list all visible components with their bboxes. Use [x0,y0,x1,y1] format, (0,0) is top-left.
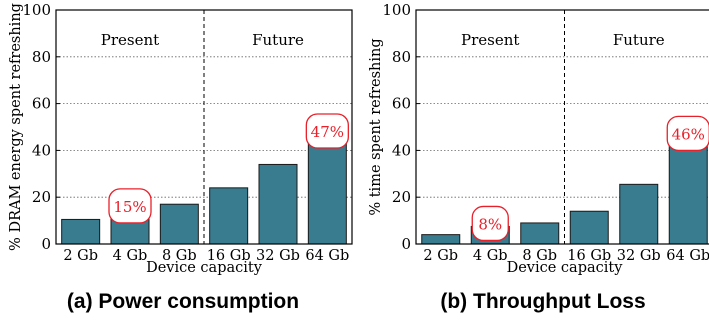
y-tick-label: 60 [32,95,51,113]
x-tick-label: 4 Gb [473,248,508,264]
x-tick-label: 16 Gb [567,248,611,264]
region-label-present: Present [461,31,519,49]
y-tick-label: 60 [392,95,411,113]
x-tick-label: 64 Gb [666,248,709,264]
x-axis-label: Device capacity [146,260,263,276]
y-tick-label: 40 [32,141,51,159]
bar [61,218,101,245]
bar [307,133,347,245]
callout-box [471,205,509,242]
x-tick-label: 8 Gb [162,248,197,264]
x-tick-label: 32 Gb [256,248,300,264]
region-label-present: Present [101,31,159,49]
bar [258,163,298,245]
plot-frame [415,9,709,245]
bar [209,187,249,245]
y-axis-label: % DRAM energy spent refreshing [8,3,24,251]
plot-frame [55,9,353,245]
panel-caption: (a) Power consumption [67,290,299,313]
x-tick-label: 8 Gb [522,248,557,264]
callout-label: 15% [113,198,146,216]
y-tick-label: 80 [32,48,51,66]
panel-caption: (b) Throughput Loss [440,290,645,313]
x-tick-label: 4 Gb [113,248,148,264]
callout-box [666,115,709,152]
callout-box [305,113,349,149]
region-label-future: Future [252,31,304,49]
callout-label: 8% [478,215,502,233]
x-tick-label: 2 Gb [423,248,458,264]
x-axis-label: Device capacity [507,260,624,276]
x-tick-label: 64 Gb [305,248,349,264]
bar [159,203,199,245]
y-tick-label: 100 [22,1,51,19]
x-tick-label: 2 Gb [63,248,98,264]
bar [421,234,461,245]
y-tick-label: 80 [392,48,411,66]
y-tick-label: 20 [392,188,411,206]
callout-label: 46% [672,125,705,143]
x-tick-label: 16 Gb [207,248,251,264]
y-tick-label: 0 [401,235,411,253]
bar [569,210,609,245]
bar [520,222,560,245]
y-tick-label: 40 [392,141,411,159]
y-tick-label: 100 [382,1,411,19]
callout-box [108,188,152,224]
y-tick-label: 0 [41,235,51,253]
bar [619,183,659,245]
y-tick-label: 20 [32,188,51,206]
region-label-future: Future [613,31,665,49]
chart-panel-1: Present Future 0 20 40 60 80 100 2 Gb 4 Gb 8 Gb 16 … [8,1,353,313]
y-axis-label: % time spent refreshing [368,38,384,215]
callout-label: 47% [311,123,344,141]
x-tick-label: 32 Gb [617,248,661,264]
bar [668,135,708,245]
chart-panel-2: Present Future 0 20 40 60 80 100 2 Gb 4 Gb 8 Gb 16 … [368,1,709,313]
